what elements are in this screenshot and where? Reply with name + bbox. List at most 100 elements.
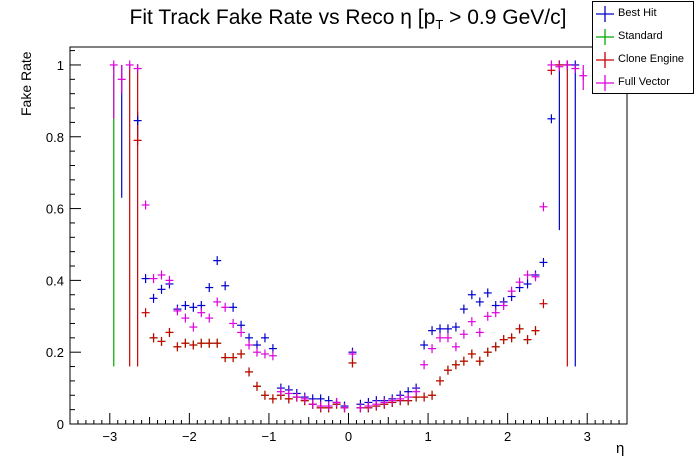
data-point-full-vector	[245, 340, 254, 350]
data-point-clone-engine	[213, 338, 222, 348]
data-point-clone-engine	[141, 308, 150, 318]
y-tick-label: 1	[57, 58, 64, 73]
data-point-best-hit	[229, 302, 238, 312]
data-point-best-hit	[205, 283, 214, 293]
y-tick-label: 0.6	[46, 202, 64, 217]
legend-swatch-clone-engine	[596, 52, 614, 68]
data-point-best-hit	[483, 288, 492, 298]
data-point-full-vector	[571, 64, 580, 74]
data-point-clone-engine	[245, 367, 254, 377]
data-point-best-hit	[133, 116, 142, 126]
data-point-best-hit	[428, 326, 437, 336]
legend-entry-best-hit: Best Hit	[593, 3, 693, 25]
data-point-full-vector	[276, 387, 285, 397]
data-point-full-vector	[483, 311, 492, 321]
data-point-clone-engine	[420, 392, 429, 402]
data-point-full-vector	[436, 333, 444, 343]
data-point-full-vector	[253, 347, 261, 357]
data-point-best-hit	[547, 114, 556, 124]
data-point-full-vector	[555, 62, 564, 72]
data-point-clone-engine	[197, 338, 206, 348]
data-point-best-hit	[467, 290, 476, 300]
data-point-best-hit	[539, 257, 548, 267]
data-point-clone-engine	[173, 342, 182, 352]
data-point-full-vector	[221, 302, 230, 312]
data-point-clone-engine	[515, 324, 524, 334]
data-point-full-vector	[237, 327, 246, 337]
data-point-full-vector	[324, 401, 333, 411]
data-point-full-vector	[475, 327, 484, 337]
data-point-best-hit	[213, 256, 222, 266]
data-point-full-vector	[412, 387, 421, 397]
data-point-full-vector	[173, 306, 182, 316]
y-tick-label: 0.8	[46, 130, 64, 145]
data-point-clone-engine	[205, 338, 214, 348]
data-point-best-hit	[157, 284, 166, 294]
data-point-full-vector	[372, 399, 381, 409]
data-point-full-vector	[531, 272, 540, 282]
data-point-best-hit	[459, 304, 468, 314]
data-point-full-vector	[205, 313, 214, 323]
data-point-full-vector	[229, 318, 238, 328]
data-point-full-vector	[547, 60, 556, 70]
chart-title-prefix: Fit Track Fake Rate vs Reco η [p	[129, 6, 436, 29]
data-point-clone-engine	[475, 356, 484, 366]
data-point-clone-engine	[149, 333, 158, 343]
data-point-full-vector	[539, 202, 548, 212]
plot-frame	[69, 46, 628, 425]
data-point-full-vector	[141, 200, 150, 210]
data-point-full-vector	[443, 333, 452, 343]
data-point-best-hit	[189, 302, 198, 312]
data-point-full-vector	[197, 308, 206, 318]
data-point-full-vector	[523, 270, 532, 280]
x-tick-label: 0	[345, 429, 352, 444]
data-point-clone-engine	[428, 390, 437, 400]
data-point-full-vector	[348, 349, 357, 359]
data-point-best-hit	[475, 297, 484, 307]
data-point-best-hit	[451, 322, 460, 332]
chart-title-suffix: > 0.9 GeV/c]	[443, 6, 567, 29]
legend-label-best-hit: Best Hit	[618, 7, 657, 19]
data-point-full-vector	[404, 392, 413, 402]
data-point-clone-engine	[531, 326, 540, 336]
data-point-full-vector	[380, 397, 389, 407]
data-point-full-vector	[491, 308, 500, 318]
data-point-full-vector	[292, 392, 301, 402]
data-point-full-vector	[579, 71, 588, 81]
legend-label-full-vector: Full Vector	[618, 76, 670, 88]
data-point-full-vector	[125, 60, 134, 70]
data-point-clone-engine	[443, 365, 452, 375]
data-point-full-vector	[388, 396, 397, 406]
data-point-clone-engine	[268, 394, 277, 404]
data-point-clone-engine	[189, 340, 198, 350]
data-point-clone-engine	[539, 299, 548, 309]
data-point-full-vector	[117, 74, 126, 84]
data-point-full-vector	[133, 64, 142, 74]
data-point-full-vector	[563, 60, 572, 70]
data-point-full-vector	[467, 317, 476, 327]
data-point-clone-engine	[253, 381, 261, 391]
data-point-full-vector	[515, 277, 524, 287]
data-point-full-vector	[157, 270, 166, 280]
legend-entry-standard: Standard	[593, 26, 693, 48]
data-point-clone-engine	[507, 333, 516, 343]
data-point-full-vector	[459, 329, 468, 339]
data-point-full-vector	[181, 313, 190, 323]
legend-swatch-best-hit	[596, 6, 614, 22]
data-point-clone-engine	[229, 353, 238, 363]
error-bar-layer	[113, 64, 584, 367]
data-point-clone-engine	[491, 342, 500, 352]
data-point-clone-engine	[237, 349, 246, 359]
data-point-full-vector	[260, 349, 269, 359]
data-point-clone-engine	[348, 358, 357, 368]
data-point-best-hit	[523, 279, 532, 289]
chart-title: Fit Track Fake Rate vs Reco η [pT > 0.9 …	[0, 6, 696, 32]
y-tick-label: 0.4	[46, 273, 64, 288]
data-point-clone-engine	[181, 338, 190, 348]
data-point-best-hit	[260, 333, 269, 343]
data-point-clone-engine	[221, 353, 230, 363]
legend-swatch-full-vector	[596, 75, 614, 91]
data-point-clone-engine	[133, 135, 142, 145]
legend-swatch-standard	[596, 29, 614, 45]
